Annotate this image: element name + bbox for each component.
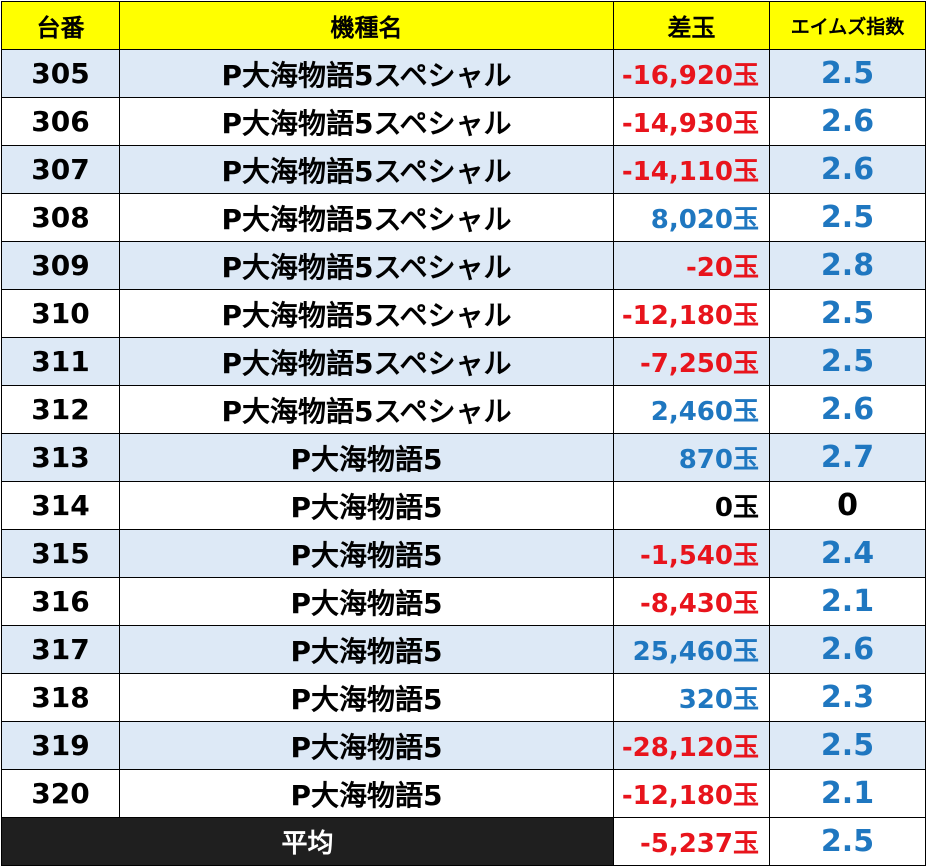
machine-number-cell: 308: [1, 193, 120, 242]
model-name-cell: P大海物語5: [119, 673, 614, 722]
model-name-cell: P大海物語5スペシャル: [119, 97, 614, 146]
aims-index-cell: 2.5: [769, 49, 926, 98]
model-name-cell: P大海物語5スペシャル: [119, 145, 614, 194]
machine-number-cell: 307: [1, 145, 120, 194]
aims-index-cell: 2.1: [769, 769, 926, 818]
aims-index-cell: 2.5: [769, 289, 926, 338]
machine-number-cell: 313: [1, 433, 120, 482]
machine-number-cell: 311: [1, 337, 120, 386]
average-ball-difference: -5,237玉: [613, 817, 770, 866]
table-row: 316 P大海物語5 -8,430玉 2.1: [1, 577, 926, 626]
ball-difference-cell: -14,930玉: [613, 97, 770, 146]
header-row: 台番 機種名 差玉 エイムズ指数: [1, 1, 926, 50]
table-row: 311 P大海物語5スペシャル -7,250玉 2.5: [1, 337, 926, 386]
machine-number-cell: 314: [1, 481, 120, 530]
model-name-cell: P大海物語5スペシャル: [119, 49, 614, 98]
header-ball-difference: 差玉: [613, 1, 770, 50]
ball-difference-cell: -28,120玉: [613, 721, 770, 770]
aims-index-cell: 2.5: [769, 721, 926, 770]
table-row: 312 P大海物語5スペシャル 2,460玉 2.6: [1, 385, 926, 434]
ball-difference-cell: 25,460玉: [613, 625, 770, 674]
table-row: 309 P大海物語5スペシャル -20玉 2.8: [1, 241, 926, 290]
table-row: 319 P大海物語5 -28,120玉 2.5: [1, 721, 926, 770]
average-label: 平均: [1, 817, 614, 866]
table-row: 305 P大海物語5スペシャル -16,920玉 2.5: [1, 49, 926, 98]
ball-difference-cell: -16,920玉: [613, 49, 770, 98]
machine-number-cell: 306: [1, 97, 120, 146]
header-machine-number: 台番: [1, 1, 120, 50]
table-row: 317 P大海物語5 25,460玉 2.6: [1, 625, 926, 674]
model-name-cell: P大海物語5: [119, 529, 614, 578]
table-row: 320 P大海物語5 -12,180玉 2.1: [1, 769, 926, 818]
aims-index-cell: 2.5: [769, 193, 926, 242]
table-row: 310 P大海物語5スペシャル -12,180玉 2.5: [1, 289, 926, 338]
table-row: 306 P大海物語5スペシャル -14,930玉 2.6: [1, 97, 926, 146]
model-name-cell: P大海物語5スペシャル: [119, 193, 614, 242]
ball-difference-cell: -20玉: [613, 241, 770, 290]
model-name-cell: P大海物語5: [119, 577, 614, 626]
ball-difference-cell: -8,430玉: [613, 577, 770, 626]
ball-difference-cell: -12,180玉: [613, 769, 770, 818]
aims-index-cell: 2.4: [769, 529, 926, 578]
table-row: 307 P大海物語5スペシャル -14,110玉 2.6: [1, 145, 926, 194]
aims-index-cell: 2.7: [769, 433, 926, 482]
average-aims-index: 2.5: [769, 817, 926, 866]
aims-index-cell: 2.1: [769, 577, 926, 626]
header-aims-index: エイムズ指数: [769, 1, 926, 50]
machine-number-cell: 315: [1, 529, 120, 578]
model-name-cell: P大海物語5スペシャル: [119, 337, 614, 386]
machine-number-cell: 309: [1, 241, 120, 290]
machine-number-cell: 318: [1, 673, 120, 722]
aims-index-cell: 2.5: [769, 337, 926, 386]
machine-number-cell: 312: [1, 385, 120, 434]
average-row: 平均 -5,237玉 2.5: [1, 817, 926, 866]
table-row: 308 P大海物語5スペシャル 8,020玉 2.5: [1, 193, 926, 242]
aims-index-cell: 2.6: [769, 385, 926, 434]
machine-number-cell: 316: [1, 577, 120, 626]
model-name-cell: P大海物語5: [119, 721, 614, 770]
table-body: 305 P大海物語5スペシャル -16,920玉 2.5 306 P大海物語5スペシャル -…: [1, 49, 926, 818]
aims-index-cell: 2.6: [769, 97, 926, 146]
model-name-cell: P大海物語5: [119, 481, 614, 530]
machine-number-cell: 305: [1, 49, 120, 98]
model-name-cell: P大海物語5スペシャル: [119, 241, 614, 290]
ball-difference-cell: 8,020玉: [613, 193, 770, 242]
machine-number-cell: 310: [1, 289, 120, 338]
machine-number-cell: 319: [1, 721, 120, 770]
ball-difference-cell: 0玉: [613, 481, 770, 530]
ball-difference-cell: 2,460玉: [613, 385, 770, 434]
aims-index-cell: 2.6: [769, 625, 926, 674]
ball-difference-cell: -14,110玉: [613, 145, 770, 194]
ball-difference-cell: -7,250玉: [613, 337, 770, 386]
ball-difference-cell: -1,540玉: [613, 529, 770, 578]
aims-index-cell: 2.3: [769, 673, 926, 722]
machine-number-cell: 320: [1, 769, 120, 818]
header-model-name: 機種名: [119, 1, 614, 50]
aims-index-cell: 2.6: [769, 145, 926, 194]
table-row: 313 P大海物語5 870玉 2.7: [1, 433, 926, 482]
model-name-cell: P大海物語5: [119, 433, 614, 482]
aims-index-cell: 0: [769, 481, 926, 530]
table-row: 318 P大海物語5 320玉 2.3: [1, 673, 926, 722]
model-name-cell: P大海物語5: [119, 625, 614, 674]
table-row: 315 P大海物語5 -1,540玉 2.4: [1, 529, 926, 578]
model-name-cell: P大海物語5スペシャル: [119, 289, 614, 338]
ball-difference-cell: -12,180玉: [613, 289, 770, 338]
table-row: 314 P大海物語5 0玉 0: [1, 481, 926, 530]
model-name-cell: P大海物語5スペシャル: [119, 385, 614, 434]
aims-index-cell: 2.8: [769, 241, 926, 290]
model-name-cell: P大海物語5: [119, 769, 614, 818]
machine-number-cell: 317: [1, 625, 120, 674]
ball-difference-cell: 870玉: [613, 433, 770, 482]
ball-difference-cell: 320玉: [613, 673, 770, 722]
